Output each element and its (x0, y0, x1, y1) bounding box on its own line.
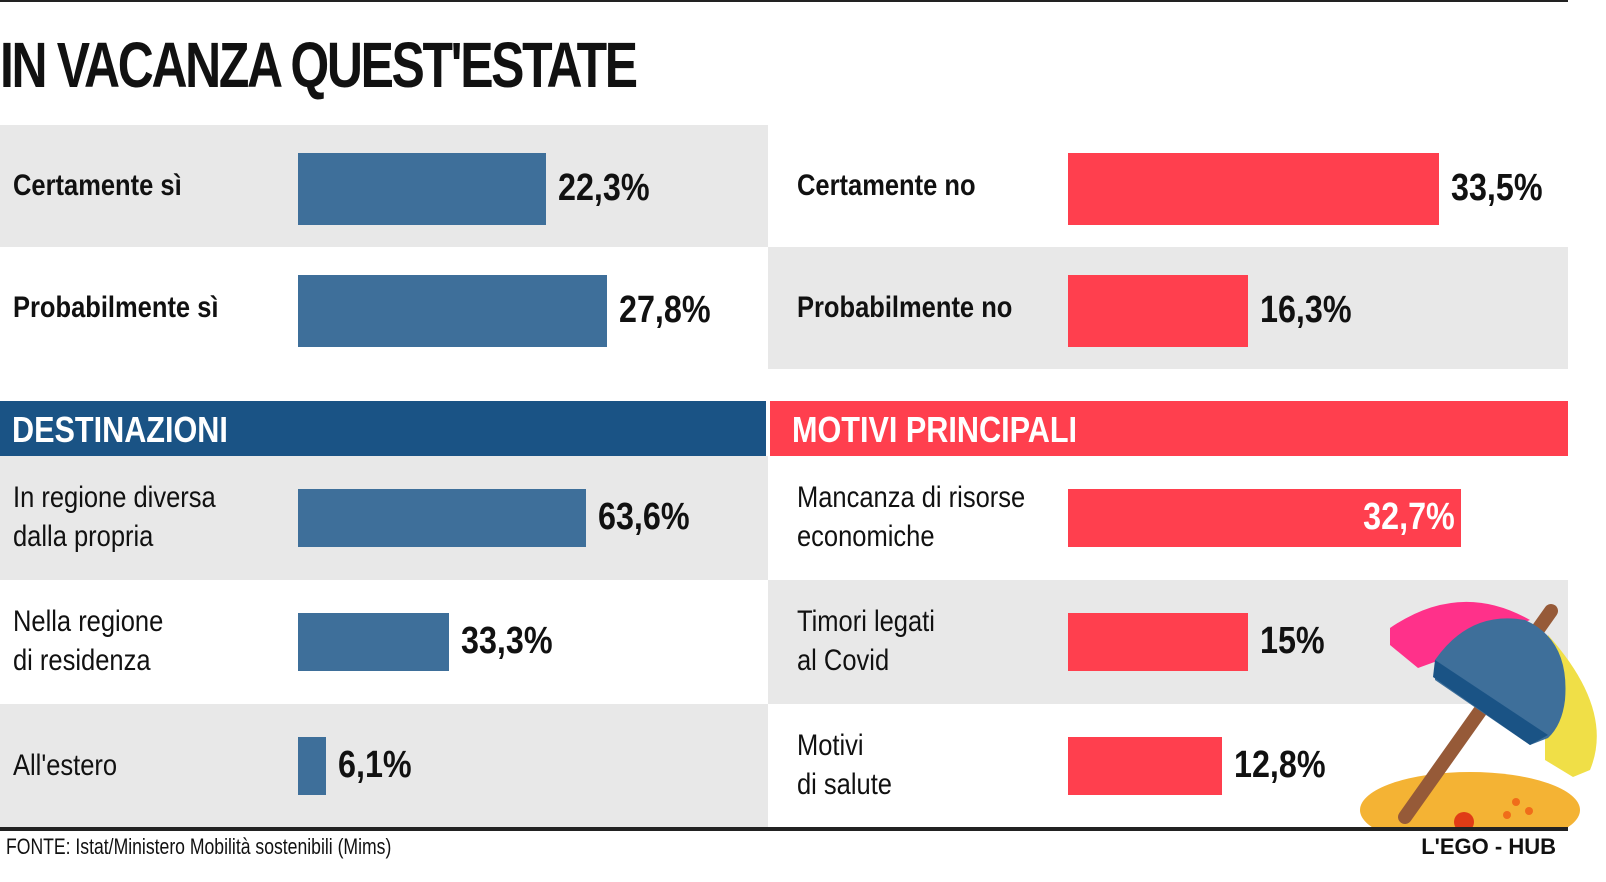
category-label: Mancanza di risorse (797, 481, 1026, 514)
category-label: Certamente sì (13, 169, 182, 202)
data-label: 32,7% (1363, 496, 1456, 538)
brand-logo: L'EGO - HUB (1421, 834, 1556, 859)
footer-rule (0, 827, 1568, 831)
bar (1068, 153, 1439, 225)
data-label: 15% (1260, 620, 1325, 662)
bar (298, 613, 449, 671)
category-label: Probabilmente sì (13, 291, 219, 324)
chart-row: Probabilmente sì 27,8% (0, 247, 768, 369)
category-label: dalla propria (13, 520, 154, 553)
category-label: In regione diversa (13, 481, 216, 514)
category-label: Motivi (797, 729, 864, 762)
bar (298, 737, 326, 795)
chart-row: Nella regione di residenza 33,3% (0, 580, 768, 704)
bar (298, 275, 607, 347)
category-label: di residenza (13, 644, 151, 677)
chart-row: All'estero 6,1% (0, 704, 768, 828)
bar (1068, 489, 1462, 547)
data-label: 33,5% (1450, 167, 1543, 209)
category-label: di salute (797, 768, 892, 801)
data-label: 6,1% (337, 744, 412, 786)
chart-row: Probabilmente no 16,3% (768, 247, 1568, 369)
bar (1068, 737, 1222, 795)
data-label: 16,3% (1260, 289, 1353, 331)
category-label: Probabilmente no (797, 291, 1013, 324)
bar (1068, 613, 1249, 671)
category-label: Timori legati (797, 605, 935, 638)
bar (1068, 275, 1249, 347)
category-label: Certamente no (797, 169, 976, 202)
chart-row: Mancanza di risorse economiche 32,7% (768, 456, 1568, 580)
chart-title: IN VACANZA QUEST'ESTATE (0, 29, 638, 101)
data-label: 27,8% (618, 289, 711, 331)
chart-row: Certamente no 33,5% (768, 125, 1568, 247)
category-label: All'estero (13, 749, 118, 782)
data-label: 63,6% (598, 496, 690, 538)
beach-umbrella-icon (1360, 601, 1597, 830)
top-rule (0, 0, 1568, 2)
category-label: economiche (797, 520, 935, 553)
chart-row: In regione diversa dalla propria 63,6% (0, 456, 768, 580)
data-label: 22,3% (557, 167, 650, 209)
chart-row: Motivi di salute 12,8% (768, 704, 1568, 828)
source-note: FONTE: Istat/Ministero Mobilità sostenib… (6, 834, 392, 859)
bar (298, 153, 546, 225)
data-label: 12,8% (1233, 744, 1326, 786)
header-destinazioni: DESTINAZIONI (0, 401, 766, 456)
data-label: 33,3% (460, 620, 553, 662)
bar (298, 489, 587, 547)
category-label: al Covid (797, 644, 890, 677)
category-label: Nella regione (13, 605, 164, 638)
header-motivi: MOTIVI PRINCIPALI (770, 401, 1568, 456)
chart-row: Certamente sì 22,3% (0, 125, 768, 247)
